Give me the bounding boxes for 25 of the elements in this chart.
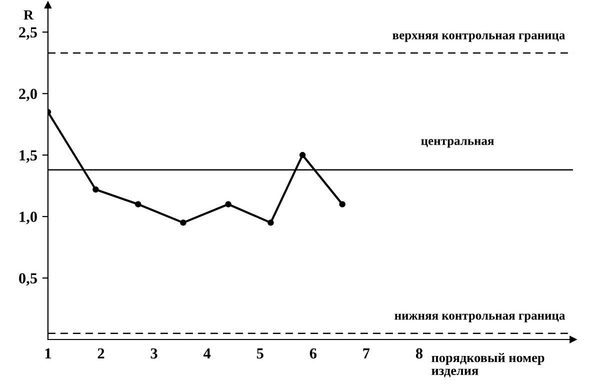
y-axis-title: R <box>24 10 34 20</box>
point <box>134 201 142 208</box>
ref-line-label: нижняя контрольная граница <box>394 314 565 322</box>
x-tick-label: 7 <box>363 348 370 358</box>
x-axis-title: порядковый номер изделия <box>432 352 544 378</box>
x-tick-label: 1 <box>45 348 51 358</box>
point <box>225 201 232 208</box>
ref-line-label: верхняя контрольная граница <box>392 33 565 42</box>
x-tick-label: 5 <box>256 348 264 359</box>
x-tick-label: 3 <box>150 348 158 359</box>
point <box>339 201 346 208</box>
point <box>180 220 186 226</box>
y-tick-label: 1,0 <box>20 212 37 224</box>
point <box>299 152 306 158</box>
x-tick-label: 4 <box>203 348 211 358</box>
point <box>268 220 274 226</box>
point <box>92 186 99 193</box>
y-tick-label: 2,5 <box>19 27 37 40</box>
y-tick-label: 2,0 <box>19 88 37 102</box>
x-tick-label: 6 <box>310 348 317 359</box>
ref-line-label: центральная <box>421 139 494 148</box>
y-tick-label: 1,5 <box>20 150 37 163</box>
x-tick-label: 2 <box>98 348 104 358</box>
y-tick-label: 0,5 <box>19 273 37 286</box>
x-tick-label: 8 <box>416 348 423 359</box>
